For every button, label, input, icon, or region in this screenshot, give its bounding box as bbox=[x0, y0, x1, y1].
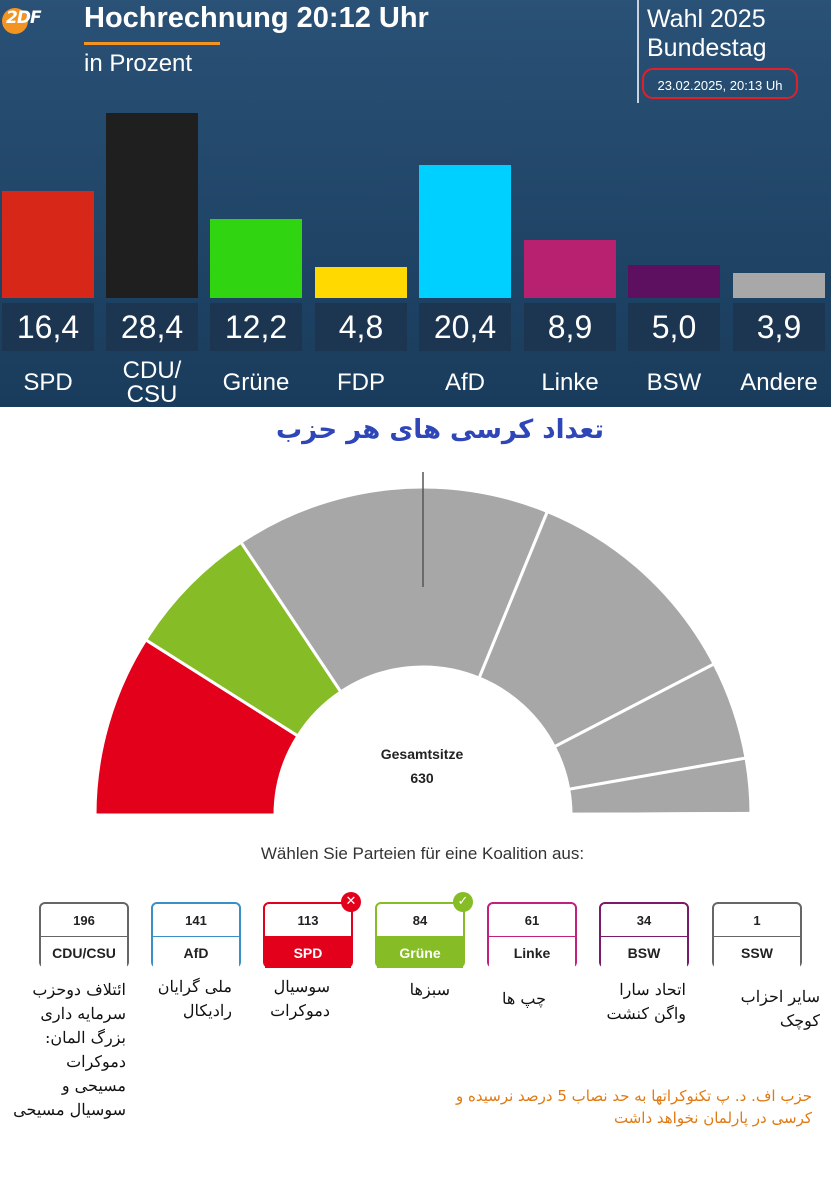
party-name: BSW bbox=[601, 937, 687, 968]
value-label-andere: 3,9 bbox=[733, 303, 825, 351]
election-name: Wahl 2025 bbox=[647, 5, 766, 33]
bar-bsw bbox=[628, 265, 720, 298]
bar-linke bbox=[524, 240, 616, 298]
check-icon[interactable]: ✓ bbox=[453, 892, 473, 912]
seat-segment-cdu-csu bbox=[238, 485, 550, 694]
zdf-results-panel: 2DF Hochrechnung 20:12 Uhr in Prozent Wa… bbox=[0, 0, 831, 407]
value-label-cdu-csu: 28,4 bbox=[106, 303, 198, 351]
party-card-spd[interactable]: 113 SPD ✕ bbox=[263, 892, 361, 968]
category-label-bsw: BSW bbox=[646, 369, 702, 396]
bar-andere bbox=[733, 273, 825, 298]
party-seats: 141 bbox=[185, 913, 207, 928]
timestamp: 23.02.2025, 20:13 Uh bbox=[642, 68, 798, 99]
card-divider bbox=[601, 936, 687, 937]
header-divider bbox=[637, 0, 639, 103]
party-name: AfD bbox=[153, 937, 239, 968]
value-label-afd: 20,4 bbox=[419, 303, 511, 351]
chart-subtitle: in Prozent bbox=[84, 50, 193, 77]
total-seats-value: 630 bbox=[410, 770, 434, 786]
party-description-linke: چپ ها bbox=[502, 989, 546, 1008]
party-description-afd: ملی گرایان رادیکال bbox=[157, 977, 232, 1020]
party-card-ssw[interactable]: 1 SSW bbox=[712, 902, 802, 968]
chart-title: Hochrechnung 20:12 Uhr bbox=[84, 2, 429, 34]
party-card-gr-ne[interactable]: 84 Grüne ✓ bbox=[375, 892, 473, 968]
bar-fdp bbox=[315, 267, 407, 298]
seat-segment-ssw bbox=[569, 811, 753, 817]
category-label-linke: Linke bbox=[541, 369, 599, 396]
total-seats-label: Gesamtsitze bbox=[380, 746, 464, 762]
coalition-instruction: Wählen Sie Parteien für eine Koalition a… bbox=[260, 844, 585, 863]
card-divider bbox=[41, 936, 127, 937]
party-seats: 113 bbox=[297, 913, 319, 928]
bar-afd bbox=[419, 165, 511, 298]
party-name: CDU/CSU bbox=[41, 937, 127, 968]
party-card-afd[interactable]: 141 AfD bbox=[151, 902, 241, 968]
zdf-logo bbox=[2, 8, 28, 34]
party-name: SSW bbox=[714, 937, 800, 968]
category-label-afd: AfD bbox=[444, 369, 485, 396]
category-label-fdp: FDP bbox=[337, 369, 385, 396]
card-divider bbox=[265, 936, 351, 937]
seats-title: تعداد کرسی های هر حزب bbox=[276, 415, 604, 445]
party-seats: 1 bbox=[753, 913, 761, 928]
card-divider bbox=[489, 936, 575, 937]
bar-gr-ne bbox=[210, 219, 302, 298]
party-description-ssw: سایر احزاب کوچک bbox=[740, 987, 820, 1030]
party-card-cdu-csu[interactable]: 196 CDU/CSU bbox=[39, 902, 129, 968]
party-seats: 61 bbox=[524, 913, 540, 928]
seat-segment-afd bbox=[477, 509, 717, 749]
party-seats: 196 bbox=[73, 913, 95, 928]
party-card-bsw[interactable]: 34 BSW bbox=[599, 902, 689, 968]
value-label-bsw: 5,0 bbox=[628, 303, 720, 351]
party-description-bsw: اتحاد سارا واگن کنشت bbox=[606, 980, 686, 1023]
party-name: Linke bbox=[489, 937, 575, 968]
value-label-gr-ne: 12,2 bbox=[210, 303, 302, 351]
fdp-threshold-note: حزب اف. د. پ تکنوکراتها به حد نصاب 5 درص… bbox=[455, 1087, 812, 1127]
title-underline bbox=[84, 42, 220, 45]
party-description-gr-ne: سبزها bbox=[409, 980, 450, 999]
category-label-gr-ne: Grüne bbox=[222, 369, 290, 396]
category-label-spd: SPD bbox=[23, 369, 73, 396]
party-description-spd: سوسیال دموکرات bbox=[270, 977, 330, 1020]
party-name: SPD bbox=[265, 937, 351, 968]
value-label-fdp: 4,8 bbox=[315, 303, 407, 351]
card-divider bbox=[153, 936, 239, 937]
party-seats: 84 bbox=[412, 913, 428, 928]
category-label-cdu-csu: CDU/CSU bbox=[122, 357, 182, 407]
value-label-spd: 16,4 bbox=[2, 303, 94, 351]
party-card-linke[interactable]: 61 Linke bbox=[487, 902, 577, 968]
category-label-andere: Andere bbox=[740, 369, 818, 396]
party-description-cdu-csu: ائتلاف دوحزب سرمایه داری بزرگ المان: دمو… bbox=[13, 980, 126, 1119]
card-divider bbox=[377, 936, 463, 937]
party-name: Grüne bbox=[377, 937, 463, 968]
bar-cdu-csu bbox=[106, 113, 198, 298]
bar-spd bbox=[2, 191, 94, 298]
party-seats: 34 bbox=[636, 913, 652, 928]
value-label-linke: 8,9 bbox=[524, 303, 616, 351]
card-divider bbox=[714, 936, 800, 937]
election-body: Bundestag bbox=[647, 34, 767, 62]
remove-icon[interactable]: ✕ bbox=[341, 892, 361, 912]
seat-distribution-chart bbox=[93, 472, 753, 817]
zdf-logo-text: 2DF bbox=[6, 8, 42, 28]
